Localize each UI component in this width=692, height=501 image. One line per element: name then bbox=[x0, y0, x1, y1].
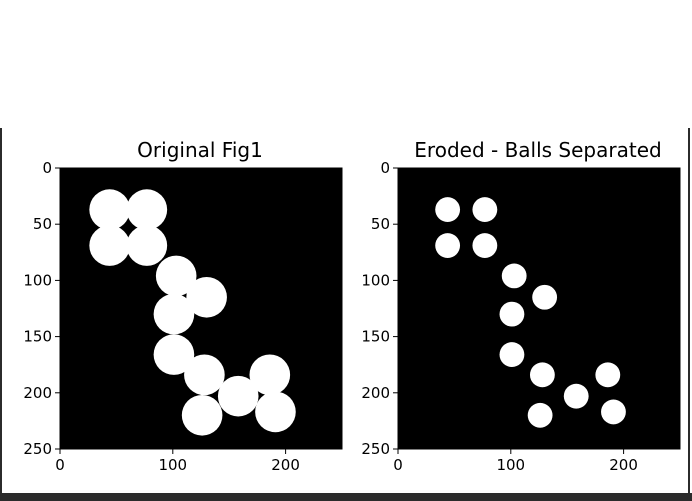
ball bbox=[435, 233, 461, 258]
axes-frame bbox=[397, 167, 681, 450]
y-tick-label: 200 bbox=[361, 384, 390, 402]
axes: 0 100 200 0 50 100 150 200 250 bbox=[23, 159, 343, 474]
ball bbox=[126, 225, 168, 266]
ball bbox=[472, 233, 498, 258]
axes-frame bbox=[59, 167, 343, 450]
ball-layer bbox=[89, 189, 296, 436]
ball-layer bbox=[435, 197, 626, 428]
panel-original: Original Fig1 0 100 200 0 50 100 150 200 250 bbox=[23, 138, 343, 474]
y-tick-label: 150 bbox=[23, 328, 52, 346]
ball bbox=[563, 383, 589, 409]
panel-title: Eroded - Balls Separated bbox=[414, 138, 661, 162]
ball bbox=[181, 394, 223, 436]
bottom-bar bbox=[0, 493, 692, 501]
y-tick-label: 200 bbox=[23, 384, 52, 402]
x-tick-label: 200 bbox=[609, 456, 638, 474]
y-tick-label: 250 bbox=[361, 440, 390, 458]
x-tick-label: 0 bbox=[393, 456, 403, 474]
axes: 0 100 200 0 50 100 150 200 250 bbox=[361, 159, 681, 474]
y-tick-label: 100 bbox=[361, 271, 390, 289]
ball bbox=[595, 362, 621, 388]
y-tick-label: 50 bbox=[33, 215, 52, 233]
ball bbox=[501, 263, 527, 289]
ball bbox=[532, 284, 558, 310]
ball bbox=[529, 362, 555, 388]
y-tick-label: 50 bbox=[371, 215, 390, 233]
ball bbox=[126, 189, 168, 230]
window-frame-right bbox=[688, 128, 690, 493]
y-tick-label: 100 bbox=[23, 271, 52, 289]
y-tick-label: 0 bbox=[380, 159, 390, 177]
ball bbox=[89, 225, 130, 266]
ball bbox=[249, 354, 291, 396]
ball bbox=[217, 375, 259, 417]
window-frame-left bbox=[0, 128, 2, 493]
ball bbox=[89, 189, 130, 230]
x-tick-label: 100 bbox=[496, 456, 525, 474]
y-tick-label: 0 bbox=[42, 159, 52, 177]
ball bbox=[255, 391, 296, 433]
ball bbox=[153, 293, 195, 335]
panel-eroded: Eroded - Balls Separated 0 100 200 0 50 100 15… bbox=[361, 138, 681, 474]
ball bbox=[472, 197, 498, 222]
ball bbox=[499, 301, 525, 327]
x-tick-label: 200 bbox=[271, 456, 300, 474]
ball bbox=[435, 197, 461, 222]
ball bbox=[527, 402, 553, 428]
ball bbox=[499, 342, 525, 367]
y-tick-label: 250 bbox=[23, 440, 52, 458]
ball bbox=[184, 354, 225, 396]
x-tick-label: 100 bbox=[158, 456, 187, 474]
x-tick-label: 0 bbox=[55, 456, 65, 474]
ball bbox=[186, 276, 227, 318]
ball bbox=[155, 255, 197, 297]
y-tick-label: 150 bbox=[361, 328, 390, 346]
panel-title: Original Fig1 bbox=[137, 138, 263, 162]
ball bbox=[153, 334, 195, 375]
ball bbox=[601, 399, 626, 425]
